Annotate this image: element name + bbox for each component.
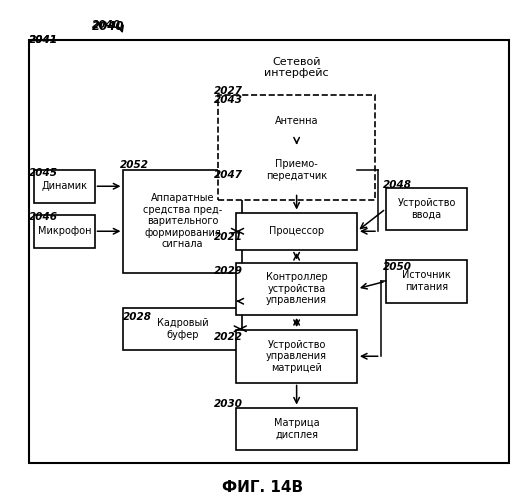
Bar	[386, 260, 467, 302]
Text: ФИГ. 14В: ФИГ. 14В	[222, 480, 303, 495]
Text: 2030: 2030	[214, 399, 243, 409]
Text: Кадровый
буфер: Кадровый буфер	[156, 318, 208, 340]
Bar	[123, 308, 242, 350]
Text: Антенна: Антенна	[275, 116, 318, 126]
Text: 2041: 2041	[29, 35, 58, 45]
Text: 2052: 2052	[120, 160, 149, 170]
Text: 2050: 2050	[383, 262, 412, 272]
Text: 2047: 2047	[214, 170, 243, 180]
Text: 2041: 2041	[29, 35, 58, 45]
Text: Устройство
ввода: Устройство ввода	[397, 198, 456, 220]
Text: Матрица
дисплея: Матрица дисплея	[274, 418, 319, 440]
Text: Приемо-
передатчик: Приемо- передатчик	[266, 159, 327, 181]
Bar	[386, 188, 467, 230]
Text: Аппаратные
средства пред-
варительного
формирования
сигнала: Аппаратные средства пред- варительного ф…	[143, 193, 222, 250]
Bar	[236, 330, 357, 382]
Bar	[218, 95, 375, 200]
Text: 2027: 2027	[214, 86, 243, 96]
Text: 2043: 2043	[214, 95, 243, 105]
Bar	[236, 102, 357, 140]
Text: 2048: 2048	[383, 180, 412, 190]
Bar	[236, 212, 357, 250]
Text: Микрофон: Микрофон	[38, 226, 91, 236]
Text: 2028: 2028	[123, 312, 152, 322]
Text: Сетевой
интерфейс: Сетевой интерфейс	[264, 56, 329, 78]
Text: Динамик: Динамик	[41, 181, 87, 192]
Bar	[123, 170, 242, 272]
Text: 2021: 2021	[214, 232, 243, 242]
Text: Источник
питания: Источник питания	[402, 270, 451, 292]
Text: 2029: 2029	[214, 266, 243, 276]
Text: 2022: 2022	[214, 332, 243, 342]
Text: Процессор: Процессор	[269, 226, 324, 236]
Bar	[236, 148, 357, 192]
Bar	[236, 262, 357, 315]
Text: 2046: 2046	[29, 212, 58, 222]
Bar	[34, 215, 94, 248]
Text: 2040: 2040	[92, 20, 121, 30]
Bar	[34, 170, 94, 202]
Text: Устройство
управления
матрицей: Устройство управления матрицей	[266, 340, 327, 373]
Text: Контроллер
устройства
управления: Контроллер устройства управления	[266, 272, 328, 306]
Bar	[236, 408, 357, 450]
Bar	[29, 40, 509, 463]
Text: 2045: 2045	[29, 168, 58, 177]
Text: 2040: 2040	[92, 20, 124, 33]
